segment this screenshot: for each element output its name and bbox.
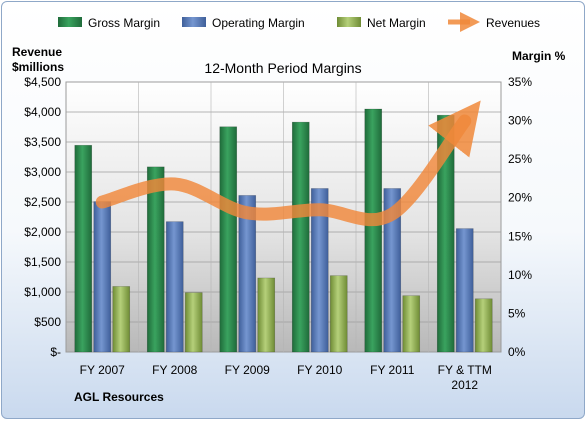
- left-tick-label: $500: [34, 315, 61, 329]
- x-axis-ticks: FY 2007 FY 2008 FY 2009 FY 2010 FY 2011 FY & …: [80, 363, 492, 392]
- bar-operating-margin: [93, 201, 112, 353]
- x-tick-label: FY 2009: [225, 363, 270, 377]
- x-tick-label: FY & TTM: [438, 363, 492, 377]
- left-tick-label: $2,000: [24, 225, 61, 239]
- left-tick-label: $4,500: [24, 75, 61, 89]
- legend-swatch-gross-margin: [58, 17, 82, 27]
- revenue-line-path: [95, 100, 481, 227]
- bar-gross-margin: [364, 108, 383, 353]
- x-tick-label: FY 2008: [152, 363, 197, 377]
- bar-operating-margin: [310, 188, 329, 353]
- right-axis-label: Margin %: [512, 49, 566, 63]
- bar-operating-margin: [455, 228, 474, 353]
- right-tick-label: 25%: [508, 152, 532, 166]
- bar-operating-margin: [238, 195, 257, 353]
- bar-operating-margin: [165, 221, 184, 353]
- x-tick-label: FY 2010: [297, 363, 342, 377]
- bar-operating-margin: [383, 188, 402, 353]
- x-tick-label: FY 2011: [370, 363, 415, 377]
- x-tick-label: 2012: [451, 378, 478, 392]
- legend-label-net-margin: Net Margin: [367, 16, 426, 30]
- bar-net-margin: [474, 298, 493, 353]
- bar-gross-margin: [291, 121, 310, 353]
- right-tick-label: 20%: [508, 191, 532, 205]
- bar-gross-margin: [219, 126, 238, 353]
- bar-gross-margin: [74, 144, 93, 353]
- legend-swatch-net-margin: [337, 17, 361, 27]
- legend: Gross Margin Operating Margin Net Margin…: [58, 12, 540, 32]
- right-tick-label: 0%: [508, 345, 526, 359]
- bar-net-margin: [402, 295, 421, 353]
- revenue-line: [95, 100, 481, 227]
- bar-net-margin: [112, 286, 131, 353]
- left-tick-label: $3,500: [24, 135, 61, 149]
- source-label: AGL Resources: [74, 390, 164, 404]
- bar-gross-margin: [146, 166, 165, 353]
- legend-swatch-operating-margin: [182, 17, 206, 27]
- left-axis-label-line2: $millions: [12, 60, 64, 74]
- bars: [74, 108, 493, 353]
- right-axis-ticks: 0% 5% 10% 15% 20% 25% 30% 35%: [508, 75, 532, 359]
- bar-net-margin: [184, 292, 203, 353]
- bar-net-margin: [329, 275, 348, 353]
- legend-label-revenues: Revenues: [486, 16, 540, 30]
- left-tick-label: $3,000: [24, 165, 61, 179]
- right-tick-label: 30%: [508, 114, 532, 128]
- left-tick-label: $4,000: [24, 105, 61, 119]
- right-tick-label: 35%: [508, 75, 532, 89]
- legend-label-gross-margin: Gross Margin: [88, 16, 160, 30]
- bar-net-margin: [257, 277, 276, 353]
- left-tick-label: $2,500: [24, 195, 61, 209]
- left-tick-label: $1,500: [24, 255, 61, 269]
- right-tick-label: 15%: [508, 229, 532, 243]
- chart-title: 12-Month Period Margins: [204, 60, 361, 76]
- right-tick-label: 5%: [508, 306, 526, 320]
- right-tick-label: 10%: [508, 268, 532, 282]
- left-tick-label: $-: [50, 345, 61, 359]
- left-tick-label: $1,000: [24, 285, 61, 299]
- legend-label-operating-margin: Operating Margin: [212, 16, 305, 30]
- x-tick-label: FY 2007: [80, 363, 125, 377]
- left-axis-label-line1: Revenue: [12, 45, 62, 59]
- left-axis-ticks: $- $500 $1,000 $1,500 $2,000 $2,500 $3,000 $3,5…: [24, 75, 61, 359]
